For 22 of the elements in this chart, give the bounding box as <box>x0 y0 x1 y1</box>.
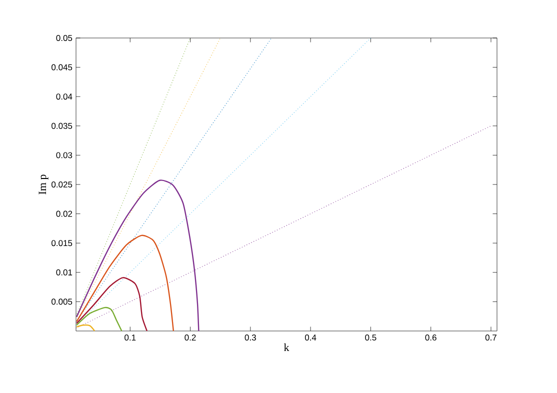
x-tick-label: 0.4 <box>304 334 316 341</box>
x-tick-label: 0.1 <box>124 334 136 341</box>
y-tick-label: 0.05 <box>56 34 72 41</box>
y-tick-label: 0.04 <box>56 94 72 100</box>
y-tick-label: 0.045 <box>52 64 72 70</box>
x-tick-label: 0.5 <box>365 334 376 341</box>
y-axis-title: Im p <box>38 174 48 194</box>
y-tick-label: 0.035 <box>52 122 72 129</box>
x-tick-label: 0.2 <box>184 334 196 341</box>
x-tick-label: 0.7 <box>485 334 496 341</box>
y-tick-label: 0.025 <box>52 181 72 188</box>
line-series <box>76 306 122 331</box>
x-tick-label: 0.3 <box>244 334 256 341</box>
x-axis-title: k <box>284 343 290 352</box>
y-tick-label: 0.03 <box>56 152 72 158</box>
y-tick-label: 0.015 <box>52 240 72 246</box>
y-tick-label: 0.01 <box>56 269 72 276</box>
line-series <box>76 277 148 331</box>
y-tick-label: 0.02 <box>56 210 72 217</box>
y-tick-label: 0.005 <box>52 298 72 305</box>
x-tick-label: 0.6 <box>425 334 436 341</box>
line-series <box>76 234 174 331</box>
